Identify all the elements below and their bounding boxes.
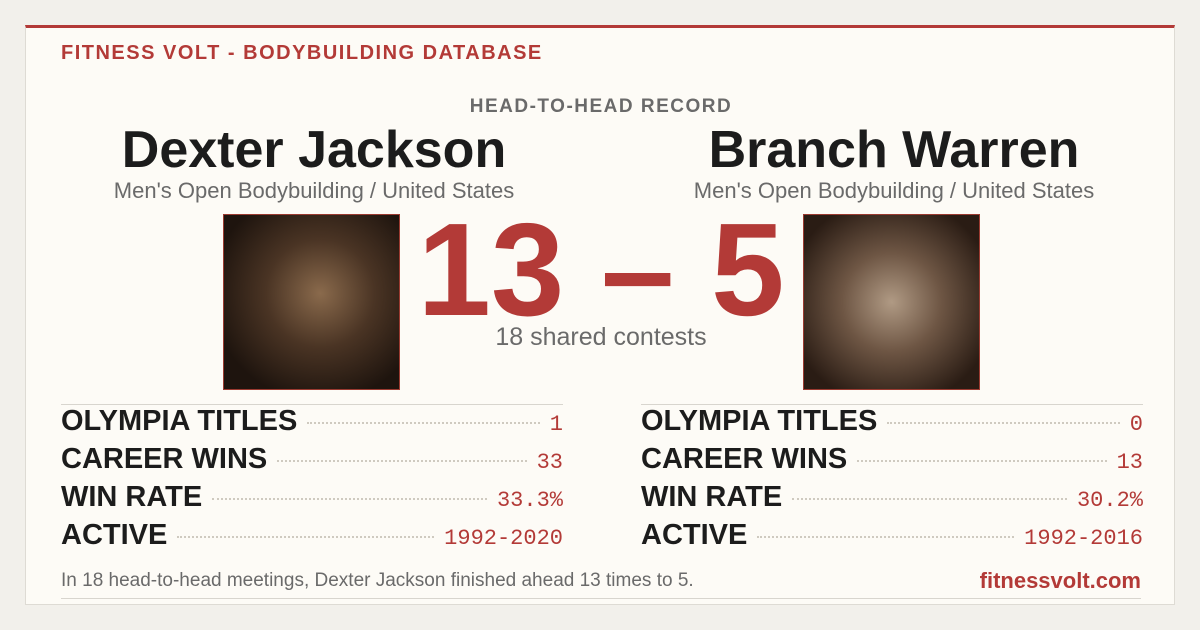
stat-label: CAREER WINS bbox=[61, 443, 268, 475]
leader bbox=[177, 536, 435, 538]
heading: HEAD-TO-HEAD RECORD bbox=[469, 96, 733, 117]
leader bbox=[277, 460, 527, 462]
stat-row: CAREER WINS 33 bbox=[61, 443, 563, 481]
stat-value: 30.2% bbox=[1076, 488, 1143, 513]
stat-value: 33.3% bbox=[496, 488, 563, 513]
shared-contests: 18 shared contests bbox=[495, 323, 707, 351]
stat-row: OLYMPIA TITLES 1 bbox=[61, 405, 563, 443]
stat-value: 1992-2016 bbox=[1024, 526, 1143, 551]
player-category: Men's Open Bodybuilding / United States bbox=[113, 178, 515, 203]
leader bbox=[212, 498, 487, 500]
stat-value: 1992-2020 bbox=[444, 526, 563, 551]
stat-label: OLYMPIA TITLES bbox=[641, 405, 878, 437]
stat-row: ACTIVE 1992-2016 bbox=[641, 519, 1143, 557]
stat-label: CAREER WINS bbox=[641, 443, 848, 475]
player-name: Dexter Jackson bbox=[121, 121, 507, 179]
stat-label: ACTIVE bbox=[641, 519, 748, 551]
leader bbox=[887, 422, 1120, 424]
stat-value: 13 bbox=[1116, 450, 1143, 475]
leader bbox=[857, 460, 1107, 462]
player-photo bbox=[803, 214, 980, 390]
stat-value: 33 bbox=[536, 450, 563, 475]
leader bbox=[757, 536, 1015, 538]
stat-label: WIN RATE bbox=[641, 481, 783, 513]
stat-label: OLYMPIA TITLES bbox=[61, 405, 298, 437]
footer: In 18 head-to-head meetings, Dexter Jack… bbox=[61, 566, 1141, 599]
leader bbox=[792, 498, 1067, 500]
brand-title: FITNESS VOLT - BODYBUILDING DATABASE bbox=[61, 42, 543, 64]
player-name: Branch Warren bbox=[708, 121, 1080, 179]
stat-label: ACTIVE bbox=[61, 519, 168, 551]
leader bbox=[307, 422, 540, 424]
footer-text: In 18 head-to-head meetings, Dexter Jack… bbox=[61, 570, 694, 591]
stat-label: WIN RATE bbox=[61, 481, 203, 513]
card: FITNESS VOLT - BODYBUILDING DATABASE HEA… bbox=[25, 25, 1175, 605]
stat-row: WIN RATE 30.2% bbox=[641, 481, 1143, 519]
player-photo bbox=[223, 214, 400, 390]
site-link: fitnessvolt.com bbox=[979, 568, 1141, 593]
stat-row: WIN RATE 33.3% bbox=[61, 481, 563, 519]
stat-row: ACTIVE 1992-2020 bbox=[61, 519, 563, 557]
stats-list: OLYMPIA TITLES 1 CAREER WINS 33 WIN RATE 33.3… bbox=[61, 404, 563, 557]
stat-value: 1 bbox=[549, 412, 563, 437]
stat-row: OLYMPIA TITLES 0 bbox=[641, 405, 1143, 443]
score: 13 – 5 bbox=[417, 196, 785, 343]
stats-list: OLYMPIA TITLES 0 CAREER WINS 13 WIN RATE 30.2… bbox=[641, 404, 1143, 557]
stat-row: CAREER WINS 13 bbox=[641, 443, 1143, 481]
stat-value: 0 bbox=[1129, 412, 1143, 437]
player-category: Men's Open Bodybuilding / United States bbox=[693, 178, 1095, 203]
